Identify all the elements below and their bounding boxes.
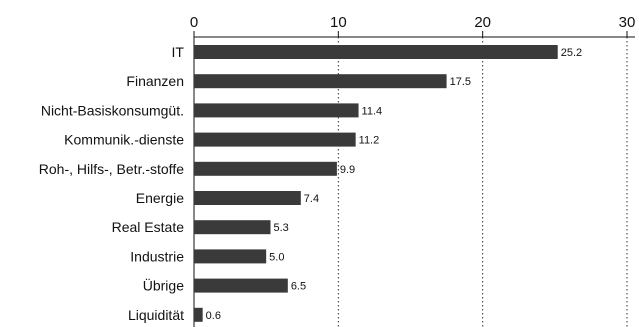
- category-label-8: Übrige: [143, 277, 184, 294]
- category-label-2: Nicht-Basiskonsumgüt.: [41, 102, 184, 118]
- value-label-1: 17.5: [450, 76, 471, 88]
- category-label-5: Energie: [136, 190, 184, 206]
- bar-3: [194, 132, 356, 147]
- bar-6: [194, 220, 271, 235]
- labels: IT 25.2 Finanzen 17.5 Nicht-Basiskonsumgüt. 1…: [39, 44, 582, 323]
- bar-8: [194, 278, 288, 293]
- category-label-6: Real Estate: [112, 219, 185, 235]
- value-label-2: 11.4: [362, 105, 383, 117]
- category-label-4: Roh-, Hilfs-, Betr.-stoffe: [39, 161, 184, 177]
- bar-2: [194, 103, 359, 118]
- category-label-0: IT: [172, 44, 185, 60]
- value-label-7: 5.0: [269, 251, 284, 263]
- bar-9: [194, 307, 203, 322]
- x-tick-label-20: 20: [474, 14, 491, 31]
- category-label-9: Liquidität: [128, 307, 184, 323]
- category-label-1: Finanzen: [126, 73, 184, 89]
- value-label-6: 5.3: [273, 222, 288, 234]
- x-tick-label-10: 10: [330, 14, 347, 31]
- value-label-4: 9.9: [340, 164, 355, 176]
- bar-1: [194, 74, 447, 89]
- bar-4: [194, 161, 337, 176]
- bar-7: [194, 249, 267, 264]
- value-label-5: 7.4: [304, 193, 319, 205]
- value-label-3: 11.2: [359, 135, 380, 147]
- value-label-0: 25.2: [561, 47, 582, 59]
- category-label-3: Kommunik.-dienste: [64, 132, 184, 148]
- bar-0: [194, 45, 558, 59]
- value-label-8: 6.5: [291, 281, 306, 293]
- x-tick-label-0: 0: [190, 14, 198, 31]
- bars: [194, 45, 558, 322]
- value-label-9: 0.6: [206, 310, 221, 322]
- category-label-7: Industrie: [130, 248, 184, 264]
- bar-5: [194, 191, 301, 205]
- x-tick-label-30: 30: [619, 14, 636, 31]
